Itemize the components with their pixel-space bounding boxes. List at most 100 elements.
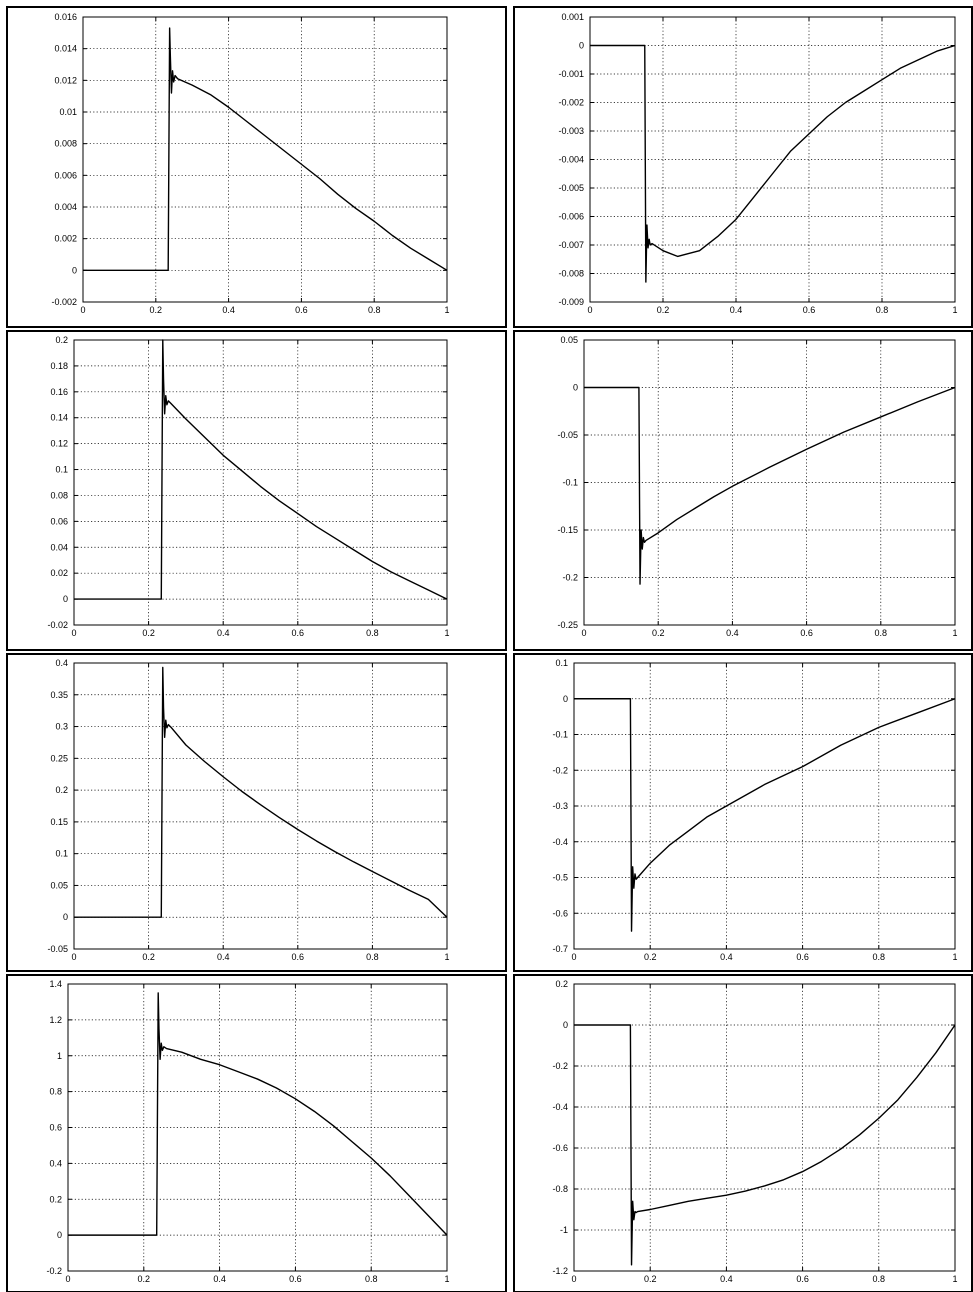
series-line: [74, 339, 448, 600]
y-tick-label: 0.14: [50, 413, 68, 423]
y-tick-label: 0.4: [49, 1158, 62, 1168]
x-tick-label: 0.8: [875, 628, 888, 638]
x-tick-label: 1: [444, 1274, 449, 1284]
y-tick-label: -0.4: [552, 1102, 568, 1112]
y-tick-label: 0.08: [50, 490, 68, 500]
plot-area: [589, 16, 956, 303]
x-tick-label: 0.8: [873, 952, 886, 962]
y-tick-label: -0.002: [558, 98, 584, 108]
x-tick-label: 1: [952, 305, 957, 315]
y-tick-label: 0: [63, 594, 68, 604]
series-line: [83, 27, 448, 272]
y-tick-label: 0.8: [49, 1087, 62, 1097]
y-tick-label: 0.05: [50, 880, 68, 890]
y-tick-label: 1.2: [49, 1015, 62, 1025]
y-tick-label: 0.1: [555, 658, 568, 668]
y-tick-label: -0.008: [558, 269, 584, 279]
y-tick-label: 0.2: [49, 1194, 62, 1204]
y-tick-label: 0: [72, 265, 77, 275]
x-tick-label: 0.6: [800, 628, 813, 638]
y-tick-label: -0.2: [552, 1061, 568, 1071]
x-tick-label: 0.4: [213, 1274, 226, 1284]
y-tick-label: -0.006: [558, 212, 584, 222]
y-tick-label: -0.1: [562, 478, 578, 488]
x-tick-label: 1: [444, 628, 449, 638]
y-tick-label: 0.15: [50, 817, 68, 827]
y-tick-label: 0: [563, 1020, 568, 1030]
y-tick-label: 0.6: [49, 1123, 62, 1133]
x-tick-label: 0.6: [295, 305, 308, 315]
y-tick-label: 0.04: [50, 542, 68, 552]
y-tick-label: -0.001: [558, 69, 584, 79]
y-tick-label: 0.1: [55, 465, 68, 475]
x-tick-label: 0.4: [720, 1274, 733, 1284]
y-tick-label: -0.3: [552, 801, 568, 811]
chart-panel-r4-left: 0 0.2 0.4 0.6 0.8 1-0.200.20.40.60.811.21.4: [6, 974, 507, 1292]
y-tick-label: 0.4: [55, 658, 68, 668]
panel-frame: [6, 653, 507, 972]
y-tick-label: -0.02: [47, 620, 68, 630]
chart-panel-r3-left: 0 0.2 0.4 0.6 0.8 1-0.0500.050.10.150.20.250.…: [6, 653, 507, 972]
panel-frame: [6, 330, 507, 651]
x-tick-label: 0.6: [289, 1274, 302, 1284]
plot-area: [67, 983, 448, 1272]
panel-frame: [6, 6, 507, 328]
y-tick-label: 0.008: [54, 139, 77, 149]
y-tick-label: 0: [563, 694, 568, 704]
x-tick-label: 0: [65, 1274, 70, 1284]
x-tick-label: 0.8: [366, 952, 379, 962]
y-tick-label: 0.002: [54, 234, 77, 244]
x-tick-label: 0.4: [730, 305, 743, 315]
x-tick-label: 0.4: [222, 305, 235, 315]
y-tick-label: 0: [573, 383, 578, 393]
plot-area: [573, 983, 956, 1272]
panel-frame: [6, 974, 507, 1292]
series-line: [584, 386, 956, 585]
y-tick-label: -0.2: [562, 573, 578, 583]
y-tick-label: 0: [579, 41, 584, 51]
x-tick-label: 0.2: [652, 628, 665, 638]
y-tick-label: 0.05: [560, 335, 578, 345]
y-tick-label: 1: [57, 1051, 62, 1061]
series-line: [574, 1024, 956, 1266]
y-tick-label: 0.01: [59, 107, 77, 117]
y-tick-label: 0.014: [54, 44, 77, 54]
plot-area: [73, 339, 448, 626]
y-tick-label: 0.12: [50, 439, 68, 449]
chart-panel-r3-right: 0 0.2 0.4 0.6 0.8 1 -0.7 -0.6 -0.5 -0.4 -0.3 -0.2 -0…: [513, 653, 973, 972]
y-tick-label: -0.007: [558, 240, 584, 250]
x-tick-label: 1: [952, 1274, 957, 1284]
x-tick-label: 0.2: [644, 1274, 657, 1284]
x-tick-label: 0.6: [292, 952, 305, 962]
y-tick-label: -0.2: [46, 1266, 62, 1276]
x-tick-label: 0: [581, 628, 586, 638]
series-line: [590, 44, 956, 283]
x-tick-label: 0.8: [366, 628, 379, 638]
x-tick-label: 0.2: [142, 952, 155, 962]
y-tick-label: 0.006: [54, 170, 77, 180]
panel-frame: [513, 330, 973, 651]
y-tick-label: -1: [560, 1225, 568, 1235]
y-tick-label: -0.2: [552, 765, 568, 775]
x-tick-label: 0: [71, 628, 76, 638]
panel-frame: [513, 653, 973, 972]
x-tick-label: 0.2: [644, 952, 657, 962]
x-tick-label: 0: [587, 305, 592, 315]
y-tick-label: -0.002: [51, 297, 77, 307]
y-tick-label: -0.004: [558, 155, 584, 165]
x-tick-label: 0.2: [138, 1274, 151, 1284]
plot-area: [583, 339, 956, 626]
plot-area: [73, 662, 448, 950]
panel-frame: [513, 6, 973, 328]
y-tick-label: 0.001: [561, 12, 584, 22]
x-tick-label: 0.8: [368, 305, 381, 315]
x-tick-label: 0.2: [142, 628, 155, 638]
y-tick-label: 0.18: [50, 361, 68, 371]
series-line: [68, 992, 448, 1236]
x-tick-label: 0.8: [365, 1274, 378, 1284]
y-tick-label: 0.2: [55, 785, 68, 795]
y-tick-label: 0.2: [55, 335, 68, 345]
y-tick-label: 0.02: [50, 568, 68, 578]
y-tick-label: -1.2: [552, 1266, 568, 1276]
x-tick-label: 0: [571, 1274, 576, 1284]
